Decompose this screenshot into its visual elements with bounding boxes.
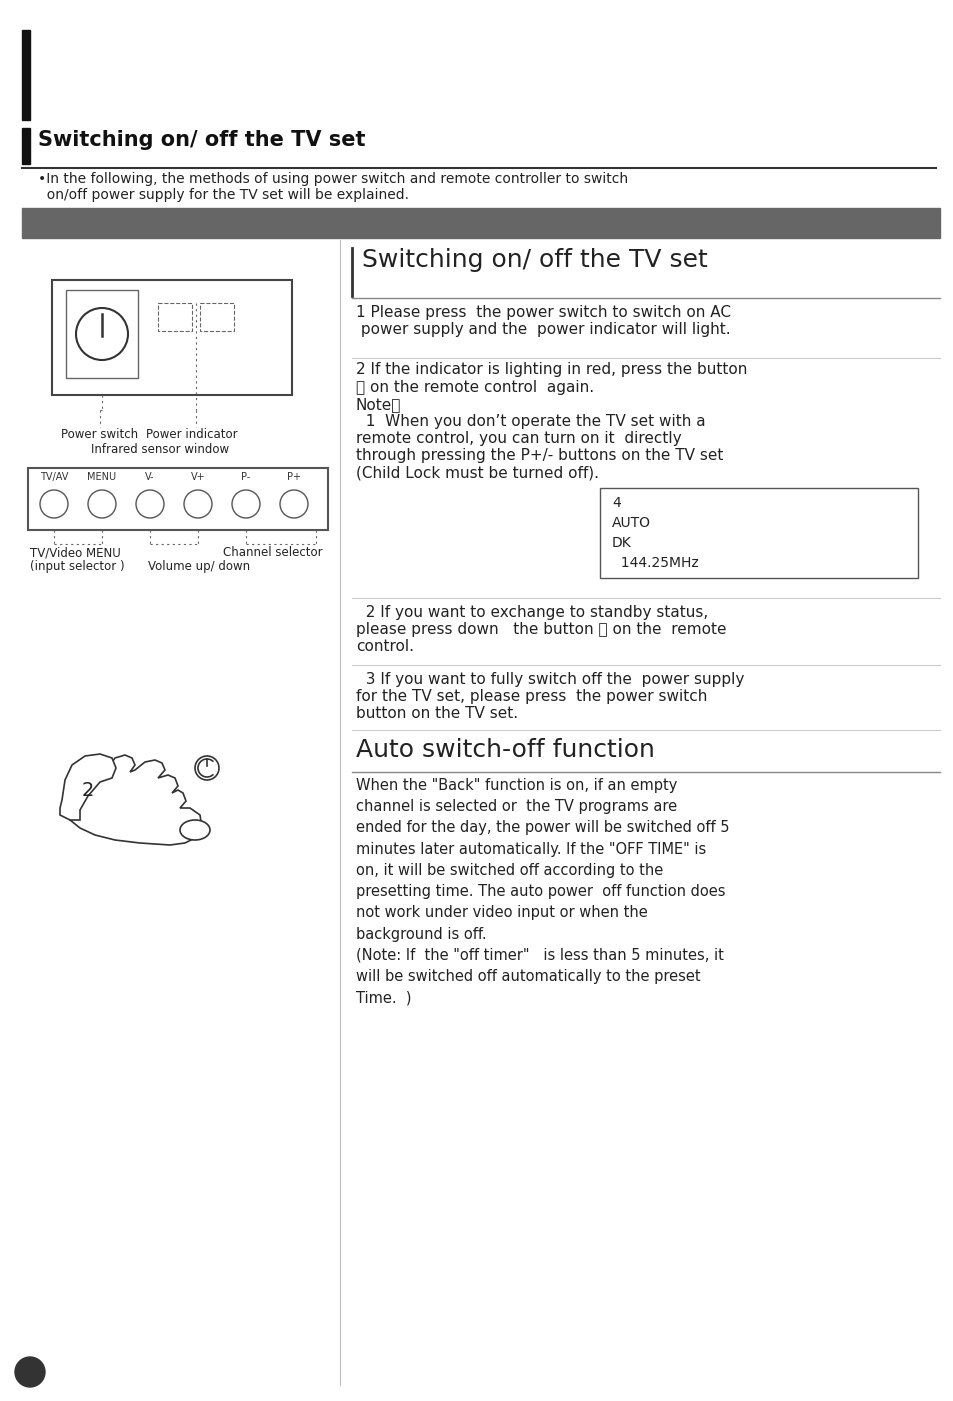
Polygon shape	[60, 754, 116, 820]
Polygon shape	[70, 755, 202, 845]
Text: V+: V+	[191, 472, 205, 482]
Circle shape	[136, 490, 164, 518]
Text: 6: 6	[25, 1365, 35, 1380]
Text: V-: V-	[145, 472, 154, 482]
Text: Infrared sensor window: Infrared sensor window	[91, 443, 229, 455]
Text: control.: control.	[355, 639, 414, 654]
Text: 1 Please press  the power switch to switch on AC: 1 Please press the power switch to switc…	[355, 305, 730, 319]
Circle shape	[76, 308, 128, 360]
Bar	[22, 127, 30, 164]
Text: Power switch: Power switch	[61, 427, 138, 441]
Circle shape	[280, 490, 308, 518]
Text: When the "Back" function is on, if an empty
channel is selected or  the TV progr: When the "Back" function is on, if an em…	[355, 778, 729, 1006]
Text: •In the following, the methods of using power switch and remote controller to sw: •In the following, the methods of using …	[38, 172, 627, 186]
Circle shape	[194, 757, 219, 780]
Circle shape	[15, 1358, 45, 1387]
Text: MENU: MENU	[88, 472, 116, 482]
Text: through pressing the P+/- buttons on the TV set: through pressing the P+/- buttons on the…	[355, 448, 722, 462]
Bar	[66, 290, 138, 378]
Bar	[22, 207, 939, 238]
Text: Switching on/ off the TV set: Switching on/ off the TV set	[38, 130, 365, 150]
Text: Switching on/ off the TV set: Switching on/ off the TV set	[30, 210, 259, 228]
Bar	[28, 468, 328, 530]
Bar	[22, 29, 30, 120]
Text: Channel selector: Channel selector	[223, 546, 322, 559]
Bar	[158, 303, 192, 331]
Bar	[52, 280, 292, 395]
Text: on/off power supply for the TV set will be explained.: on/off power supply for the TV set will …	[38, 188, 409, 202]
Text: ⏻ on the remote control  again.: ⏻ on the remote control again.	[355, 380, 594, 395]
Bar	[200, 303, 233, 331]
Text: 3 If you want to fully switch off the  power supply: 3 If you want to fully switch off the po…	[355, 672, 743, 686]
Text: Switching on/ off the TV set: Switching on/ off the TV set	[361, 248, 707, 272]
Text: 2 If the indicator is lighting in red, press the button: 2 If the indicator is lighting in red, p…	[355, 361, 746, 377]
Text: please press down   the button ⏻ on the  remote: please press down the button ⏻ on the re…	[355, 622, 726, 637]
Text: TV/AV: TV/AV	[40, 472, 68, 482]
Circle shape	[184, 490, 212, 518]
Text: (input selector ): (input selector )	[30, 560, 125, 573]
Text: 4
AUTO
DK
  144.25MHz: 4 AUTO DK 144.25MHz	[612, 496, 698, 570]
Text: 1  When you don’t operate the TV set with a: 1 When you don’t operate the TV set with…	[355, 415, 705, 429]
Text: Volume up/ down: Volume up/ down	[148, 560, 250, 573]
Circle shape	[232, 490, 260, 518]
Ellipse shape	[180, 820, 210, 841]
Text: 2 If you want to exchange to standby status,: 2 If you want to exchange to standby sta…	[355, 605, 707, 621]
Text: Note：: Note：	[355, 396, 401, 412]
Text: TV/Video MENU: TV/Video MENU	[30, 546, 121, 559]
Text: P+: P+	[287, 472, 301, 482]
Text: for the TV set, please press  the power switch: for the TV set, please press the power s…	[355, 689, 706, 703]
Text: power supply and the  power indicator will light.: power supply and the power indicator wil…	[355, 322, 730, 338]
Text: P-: P-	[241, 472, 251, 482]
Text: (Child Lock must be turned off).: (Child Lock must be turned off).	[355, 465, 598, 481]
Text: 2: 2	[82, 780, 94, 800]
Text: button on the TV set.: button on the TV set.	[355, 706, 517, 722]
Text: Power indicator: Power indicator	[146, 427, 237, 441]
Circle shape	[40, 490, 68, 518]
Text: remote control, you can turn on it  directly: remote control, you can turn on it direc…	[355, 432, 680, 446]
Text: Auto switch-off function: Auto switch-off function	[355, 738, 654, 762]
Bar	[599, 488, 917, 579]
Circle shape	[88, 490, 116, 518]
